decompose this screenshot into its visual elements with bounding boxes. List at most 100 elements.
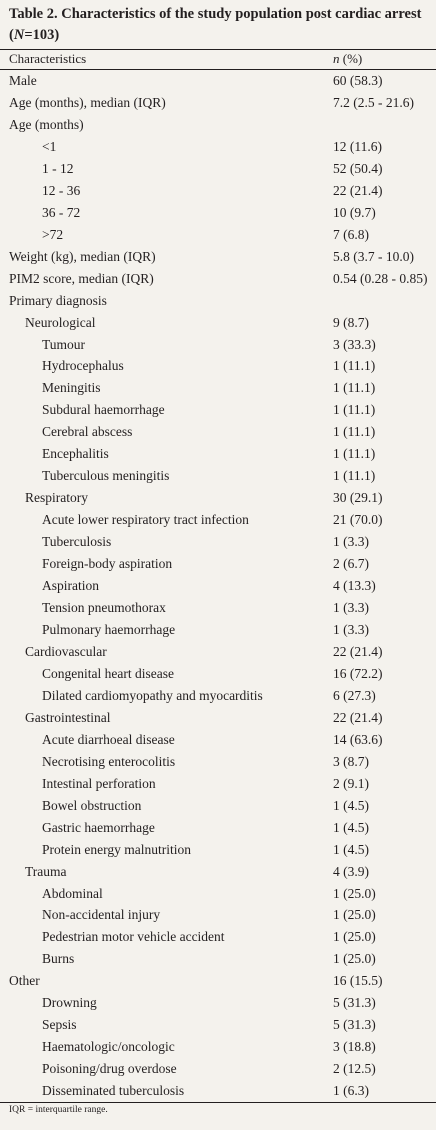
row-value: 3 (8.7) <box>333 753 369 769</box>
row-label: Trauma <box>25 863 67 879</box>
row-value: 5 (31.3) <box>333 1017 376 1033</box>
row-label: Meningitis <box>42 380 101 396</box>
row-label: Abdominal <box>42 885 103 901</box>
row-value: 1 (11.1) <box>333 446 376 462</box>
row-label: Cardiovascular <box>25 643 107 659</box>
row-label: <1 <box>42 138 57 154</box>
row-value: 5 (31.3) <box>333 995 376 1011</box>
row-label: Congenital heart disease <box>42 665 174 681</box>
row-value: 1 (11.1) <box>333 468 376 484</box>
row-label: Pedestrian motor vehicle accident <box>42 929 225 945</box>
header-rule <box>0 49 436 50</box>
row-label: Acute diarrhoeal disease <box>42 731 175 747</box>
row-label: Intestinal perforation <box>42 775 156 791</box>
row-value: 7 (6.8) <box>333 226 369 242</box>
row-label: Poisoning/drug overdose <box>42 1061 177 1077</box>
row-value: 1 (11.1) <box>333 424 376 440</box>
row-label: Male <box>9 73 37 88</box>
title-text: Table 2. Characteristics of the study po… <box>9 6 422 43</box>
row-label: Protein energy malnutrition <box>42 841 191 857</box>
row-value: 16 (72.2) <box>333 665 383 681</box>
row-label: Other <box>9 973 40 989</box>
row-value: 1 (3.3) <box>333 534 369 550</box>
row-value: 30 (29.1) <box>333 490 383 506</box>
row-label: Necrotising enterocolitis <box>42 753 176 769</box>
row-label: Tuberculous meningitis <box>42 468 170 484</box>
row-label: Weight (kg), median (IQR) <box>9 248 156 264</box>
row-label: Haematologic/oncologic <box>42 1039 175 1055</box>
row-value: 1 (3.3) <box>333 622 369 637</box>
row-label: Foreign-body aspiration <box>42 556 173 572</box>
row-value: 1 (4.5) <box>333 819 369 835</box>
row-label: Drowning <box>42 995 97 1011</box>
row-label: Encephalitis <box>42 446 109 462</box>
row-value: 21 (70.0) <box>333 512 383 528</box>
row-label: Neurological <box>25 314 96 330</box>
row-value: 22 (21.4) <box>333 709 383 725</box>
row-label: Age (months) <box>9 116 84 132</box>
row-value: 1 (6.3) <box>333 1083 369 1099</box>
row-value: 1 (11.1) <box>333 402 376 418</box>
row-value: 1 (11.1) <box>333 380 376 396</box>
row-value: 7.2 (2.5 - 21.6) <box>333 94 414 110</box>
row-label: 36 - 72 <box>42 204 81 220</box>
row-label: Tuberculosis <box>42 534 112 550</box>
title-text: =103) <box>24 27 60 43</box>
row-value: 16 (15.5) <box>333 973 383 989</box>
row-label: Gastrointestinal <box>25 709 111 725</box>
header-rule <box>0 69 436 70</box>
row-value: 52 (50.4) <box>333 160 383 176</box>
footnote: IQR = interquartile range. <box>9 1105 108 1115</box>
row-value: 1 (25.0) <box>333 929 376 945</box>
row-label: Non-accidental injury <box>42 907 161 923</box>
row-label: Primary diagnosis <box>9 292 107 308</box>
row-label: 12 - 36 <box>42 182 81 198</box>
row-label: Acute lower respiratory tract infection <box>42 512 249 528</box>
row-label: Disseminated tuberculosis <box>42 1083 185 1099</box>
row-value: 2 (12.5) <box>333 1061 376 1077</box>
row-label: Respiratory <box>25 490 88 506</box>
title-italic: N <box>13 27 25 43</box>
row-label: Bowel obstruction <box>42 797 142 813</box>
row-value: 60 (58.3) <box>333 73 383 88</box>
row-value: 5.8 (3.7 - 10.0) <box>333 248 414 264</box>
row-label: Age (months), median (IQR) <box>9 94 166 110</box>
column-header: n (%) <box>333 50 362 68</box>
row-label: Aspiration <box>42 578 99 594</box>
header-text: (%) <box>339 51 363 66</box>
row-value: 22 (21.4) <box>333 182 383 198</box>
row-value: 2 (6.7) <box>333 556 369 572</box>
row-value: 1 (11.1) <box>333 358 376 374</box>
row-label: >72 <box>42 226 64 242</box>
row-value: 4 (3.9) <box>333 863 369 879</box>
row-value: 1 (25.0) <box>333 951 376 967</box>
row-label: Tumour <box>42 336 86 352</box>
row-value: 3 (33.3) <box>333 336 376 352</box>
row-value: 0.54 (0.28 - 0.85) <box>333 270 428 286</box>
row-label: Gastric haemorrhage <box>42 819 155 835</box>
row-value: 10 (9.7) <box>333 204 376 220</box>
row-value: 1 (4.5) <box>333 841 369 857</box>
table-title: Table 2. Characteristics of the study po… <box>9 4 429 46</box>
row-label: Subdural haemorrhage <box>42 402 165 418</box>
row-value: 3 (18.8) <box>333 1039 376 1055</box>
row-label: Burns <box>42 951 75 967</box>
row-label: PIM2 score, median (IQR) <box>9 270 154 286</box>
row-label: Dilated cardiomyopathy and myocarditis <box>42 687 263 703</box>
row-label: 1 - 12 <box>42 160 74 176</box>
row-value: 14 (63.6) <box>333 731 383 747</box>
row-value: 1 (4.5) <box>333 797 369 813</box>
header-italic: n <box>333 51 340 66</box>
row-value: 1 (25.0) <box>333 885 376 901</box>
row-label: Hydrocephalus <box>42 358 124 374</box>
row-label: Cerebral abscess <box>42 424 133 440</box>
row-value: 9 (8.7) <box>333 314 369 330</box>
row-label: Pulmonary haemorrhage <box>42 622 176 637</box>
row-value: 12 (11.6) <box>333 138 382 154</box>
row-value: 4 (13.3) <box>333 578 376 594</box>
row-value: 1 (3.3) <box>333 600 369 616</box>
bottom-rule <box>0 1102 436 1103</box>
row-value: 6 (27.3) <box>333 687 376 703</box>
row-value: 1 (25.0) <box>333 907 376 923</box>
